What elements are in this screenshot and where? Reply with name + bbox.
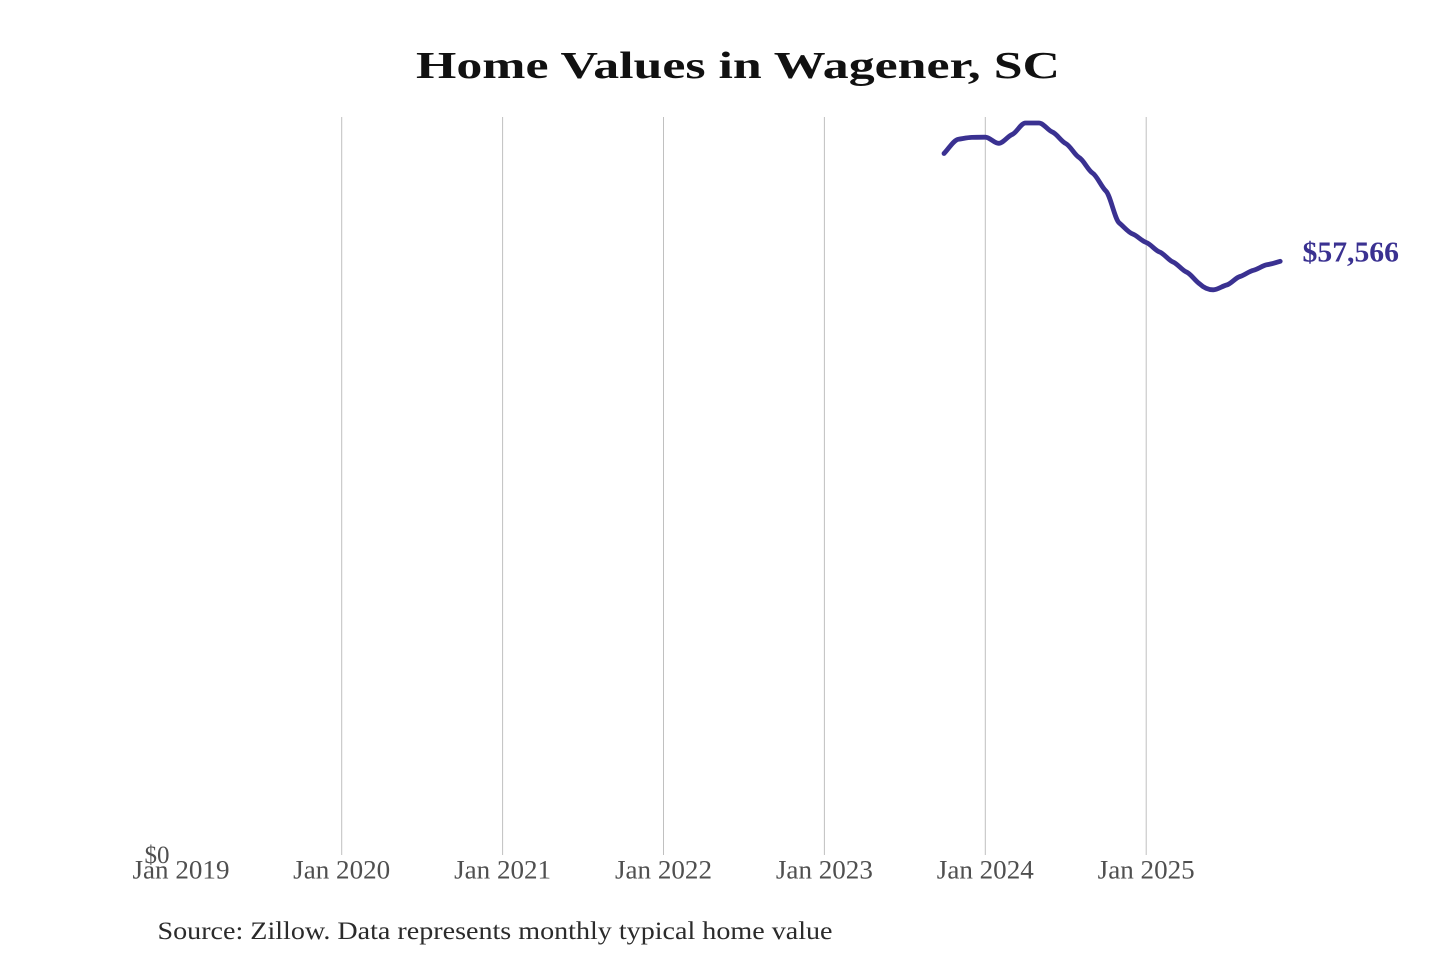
svg-text:Jan 2019: Jan 2019 [133,856,230,885]
svg-text:Jan 2021: Jan 2021 [454,856,551,885]
svg-text:Jan 2022: Jan 2022 [615,856,712,885]
svg-text:Jan 2025: Jan 2025 [1098,856,1195,885]
svg-text:$57,566: $57,566 [1303,237,1400,269]
svg-text:$0: $0 [145,842,170,869]
svg-text:Jan 2023: Jan 2023 [776,856,873,885]
svg-text:Home Values in Wagener, SC: Home Values in Wagener, SC [416,45,1060,87]
svg-text:Jan 2024: Jan 2024 [937,856,1034,885]
svg-text:Source: Zillow. Data represent: Source: Zillow. Data represents monthly … [158,916,833,945]
svg-text:Jan 2020: Jan 2020 [293,856,390,885]
